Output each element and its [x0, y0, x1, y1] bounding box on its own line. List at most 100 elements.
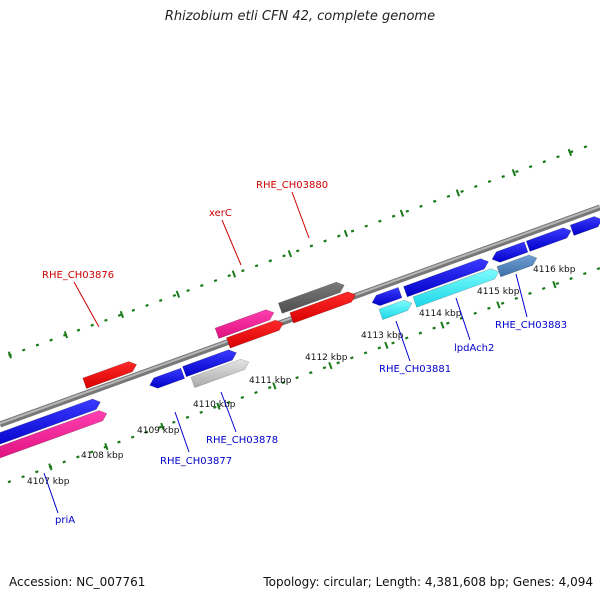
major-tick — [63, 331, 69, 339]
tick-dot — [405, 209, 410, 213]
tick-dot — [364, 224, 368, 228]
tick-dot — [350, 229, 355, 233]
tick-dot — [363, 351, 368, 355]
leader-line — [43, 472, 59, 514]
tick-dot — [501, 175, 505, 179]
tick-dot — [200, 284, 204, 288]
tick-dot — [569, 277, 573, 281]
gene-label-RHE_CH03880: RHE_CH03880 — [256, 180, 328, 191]
major-tick — [496, 301, 501, 309]
tick-dot — [515, 170, 519, 174]
tick-dot — [281, 381, 286, 385]
major-tick — [216, 402, 221, 410]
gene-label-RHE_CH03877: RHE_CH03877 — [160, 456, 232, 467]
major-tick — [399, 209, 405, 217]
tick-dot — [145, 303, 149, 307]
tick-dot — [295, 249, 300, 253]
tick-dot — [117, 440, 121, 444]
tick-dot — [267, 386, 272, 390]
tick-dot — [186, 288, 190, 293]
gene-red-2 — [226, 319, 284, 349]
leader-line — [395, 320, 411, 362]
tick-dot — [213, 405, 217, 409]
tick-dot — [104, 318, 108, 322]
major-tick — [272, 382, 277, 390]
gene-label-RHE_CH03876: RHE_CH03876 — [42, 270, 114, 281]
leader-line — [220, 391, 237, 433]
tick-dot — [432, 326, 436, 330]
tick-dot — [487, 179, 492, 184]
gene-blue-3 — [371, 286, 403, 307]
tick-dot — [474, 184, 478, 189]
kbp-tick-label: 4115 kbp — [477, 287, 520, 297]
gene-blue-6 — [569, 216, 600, 236]
tick-dot — [391, 341, 395, 345]
tick-dot — [446, 321, 450, 325]
tick-dot — [555, 281, 560, 286]
tick-dot — [172, 420, 176, 424]
tick-dot — [309, 244, 314, 248]
gene-xerC — [214, 309, 275, 339]
tick-dot — [241, 269, 245, 273]
tick-dot — [295, 376, 299, 380]
gene-blue-2 — [149, 367, 186, 389]
gene-lpdAch2 — [412, 268, 500, 308]
tick-dot — [460, 189, 464, 193]
tick-dot — [35, 343, 40, 347]
tick-dot — [282, 254, 286, 258]
tick-dot — [542, 160, 547, 164]
gene-priA — [0, 410, 108, 459]
tick-dot — [240, 395, 245, 400]
tick-dot — [49, 338, 53, 342]
tick-dot — [336, 361, 340, 365]
tick-dot — [528, 165, 533, 169]
kbp-tick-label: 4110 kbp — [193, 400, 236, 410]
accession-label: Accession: NC_007761 — [9, 575, 146, 589]
gene-label-priA: priA — [55, 515, 75, 526]
tick-dot — [528, 291, 532, 295]
gene-RHE_CH03877 — [182, 349, 237, 378]
major-tick — [7, 351, 13, 359]
tick-dot — [404, 336, 409, 340]
gene-RHE_CH03881 — [378, 299, 413, 320]
gene-RHE_CH03881-a — [403, 258, 489, 298]
gene-RHE_CH03878 — [190, 358, 250, 388]
tick-dot — [254, 264, 259, 268]
tick-dot — [419, 204, 423, 208]
major-tick — [511, 169, 517, 177]
gene-RHE_CH03876 — [82, 361, 138, 389]
tick-dot — [377, 346, 382, 350]
gene-RHE_CH03883 — [496, 254, 538, 278]
tick-dot — [268, 259, 273, 263]
inner-tick-ring — [7, 267, 600, 484]
tick-dot — [391, 214, 396, 218]
tick-dot — [158, 425, 162, 429]
major-tick — [175, 290, 181, 298]
tick-dot — [378, 219, 382, 223]
tick-dot — [226, 400, 231, 404]
tick-dot — [158, 298, 163, 302]
leader-line — [455, 297, 471, 341]
major-tick — [384, 341, 389, 349]
tick-dot — [432, 199, 437, 203]
leader-line — [73, 281, 100, 328]
tick-dot — [418, 331, 423, 335]
tick-dot — [583, 145, 588, 149]
major-tick — [48, 463, 53, 471]
tick-dot — [7, 480, 12, 484]
kbp-tick-label: 4112 kbp — [305, 353, 348, 363]
major-tick — [104, 443, 109, 451]
tick-dot — [473, 311, 477, 315]
tick-dot — [583, 272, 587, 276]
kbp-tick-label: 4114 kbp — [419, 309, 462, 319]
tick-dot — [254, 390, 258, 395]
major-tick — [343, 229, 349, 238]
tick-dot — [76, 328, 81, 332]
tick-dot — [227, 274, 231, 278]
gene-blue-4 — [491, 241, 529, 263]
tick-dot — [131, 308, 136, 312]
leader-line — [515, 273, 528, 318]
major-tick — [455, 189, 461, 197]
tick-dot — [322, 366, 327, 370]
